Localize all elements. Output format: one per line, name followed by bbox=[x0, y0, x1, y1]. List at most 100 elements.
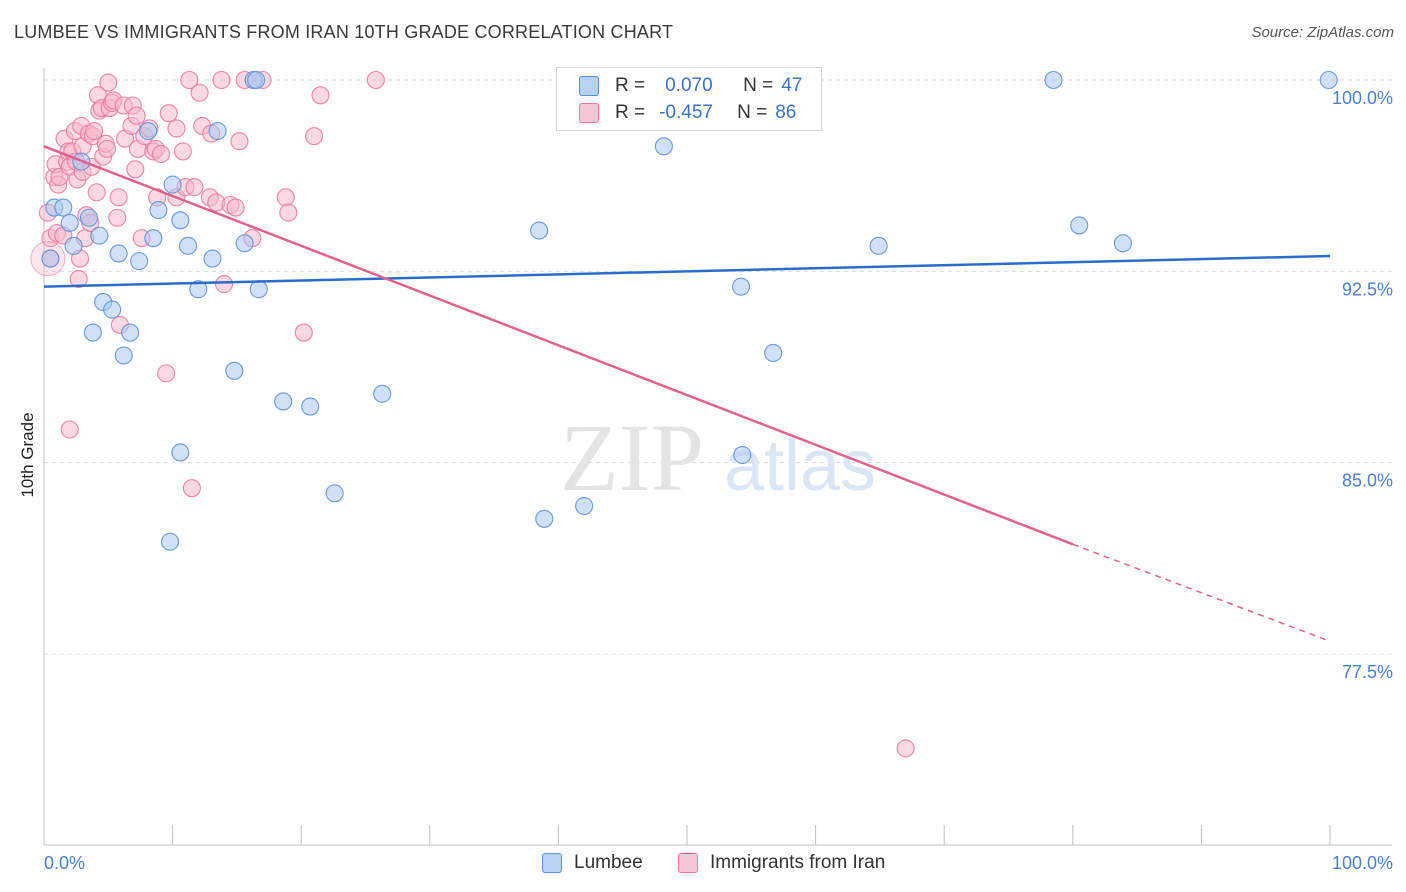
lumbee-point bbox=[64, 236, 83, 255]
y-tick-label: 85.0% bbox=[1342, 471, 1393, 491]
iran-point bbox=[87, 183, 106, 202]
iran-point bbox=[185, 178, 204, 197]
iran-r-value: -0.457 bbox=[659, 102, 713, 123]
lumbee-swatch-icon bbox=[579, 76, 599, 96]
iran-trend-line bbox=[43, 145, 1074, 546]
iran-point bbox=[276, 188, 295, 207]
n-label: N = bbox=[737, 102, 768, 123]
legend-row-iran: R = -0.457 N = 86 bbox=[579, 101, 796, 125]
lumbee-trend-line bbox=[43, 254, 1331, 288]
iran-point bbox=[311, 86, 330, 105]
lumbee-point bbox=[373, 384, 392, 403]
iran-n-value: 86 bbox=[775, 102, 797, 123]
iran-point bbox=[108, 208, 127, 227]
lumbee-point bbox=[1319, 70, 1338, 90]
legend-row-lumbee: R = 0.070 N = 47 bbox=[579, 74, 802, 98]
x-tick-label-start: 0.0% bbox=[44, 853, 85, 873]
lumbee-point bbox=[171, 211, 190, 230]
iran-point bbox=[151, 144, 171, 164]
stats-legend: R = 0.070 N = 47 R = -0.457 N = 86 bbox=[556, 67, 822, 131]
iran-point bbox=[279, 203, 298, 222]
series-lumbee-points bbox=[41, 70, 1338, 551]
lumbee-point bbox=[225, 361, 244, 380]
lumbee-point bbox=[249, 280, 268, 299]
tick-labels: 100.0% 92.5% 85.0% 77.5% 0.0% 100.0% bbox=[44, 88, 1393, 873]
y-tick-label: 77.5% bbox=[1342, 662, 1393, 682]
lumbee-point bbox=[149, 201, 168, 220]
iran-point bbox=[294, 323, 313, 342]
iran-point bbox=[190, 83, 209, 102]
lumbee-point bbox=[274, 392, 293, 411]
iran-point bbox=[182, 479, 201, 498]
lumbee-point bbox=[178, 236, 198, 255]
iran-point bbox=[180, 70, 199, 90]
lumbee-point bbox=[235, 234, 254, 253]
lumbee-point bbox=[139, 121, 158, 141]
iran-point bbox=[212, 70, 231, 90]
lumbee-point bbox=[731, 277, 751, 296]
n-label: N = bbox=[743, 75, 774, 96]
iran-point bbox=[97, 139, 117, 158]
iran-legend-icon bbox=[678, 853, 698, 873]
lumbee-point bbox=[79, 208, 99, 227]
iran-trend-extension bbox=[1072, 543, 1331, 642]
lumbee-point bbox=[208, 121, 227, 141]
r-label: R = bbox=[615, 102, 646, 123]
lumbee-legend-icon bbox=[542, 853, 562, 873]
iran-point bbox=[896, 739, 915, 758]
lumbee-point bbox=[144, 229, 163, 248]
lumbee-point bbox=[160, 532, 180, 551]
y-tick-label: 92.5% bbox=[1342, 279, 1393, 299]
source-label: Source: ZipAtlas.com bbox=[1251, 24, 1394, 41]
bottom-legend-iran: Immigrants from Iran bbox=[678, 852, 885, 874]
lumbee-point bbox=[325, 484, 344, 503]
lumbee-point bbox=[764, 343, 783, 363]
iran-point bbox=[126, 160, 145, 179]
lumbee-point bbox=[114, 346, 133, 365]
iran-point bbox=[99, 73, 118, 92]
chart-title: LUMBEE VS IMMIGRANTS FROM IRAN 10TH GRAD… bbox=[14, 22, 674, 42]
lumbee-point bbox=[530, 221, 549, 240]
lumbee-point bbox=[575, 496, 594, 516]
lumbee-point bbox=[1113, 234, 1133, 253]
y-axis-label: 10th Grade bbox=[18, 412, 37, 498]
r-label: R = bbox=[615, 75, 646, 96]
lumbee-point bbox=[163, 175, 182, 194]
iran-point bbox=[109, 188, 128, 207]
iran-point bbox=[214, 275, 234, 294]
lumbee-point bbox=[247, 70, 266, 90]
trend-lines bbox=[43, 145, 1331, 642]
iran-point bbox=[69, 269, 88, 289]
lumbee-point bbox=[90, 226, 109, 245]
lumbee-point bbox=[130, 252, 149, 271]
lumbee-n-value: 47 bbox=[781, 75, 803, 96]
x-tick-label-end: 100.0% bbox=[1332, 853, 1393, 873]
lumbee-point bbox=[121, 323, 140, 342]
lumbee-point bbox=[109, 244, 128, 263]
grid-lines bbox=[44, 79, 1392, 655]
lumbee-point bbox=[171, 443, 190, 462]
lumbee-point bbox=[1044, 70, 1063, 90]
axes bbox=[43, 68, 1392, 846]
lumbee-point bbox=[301, 397, 320, 416]
iran-point bbox=[167, 119, 186, 138]
iran-point bbox=[85, 121, 104, 141]
lumbee-point bbox=[1070, 216, 1089, 235]
iran-legend-label: Immigrants from Iran bbox=[710, 852, 886, 873]
y-tick-label: 100.0% bbox=[1332, 88, 1393, 108]
lumbee-point bbox=[203, 249, 222, 268]
lumbee-point bbox=[189, 280, 208, 299]
lumbee-legend-label: Lumbee bbox=[574, 852, 643, 873]
lumbee-point bbox=[535, 509, 554, 528]
iran-swatch-icon bbox=[579, 103, 599, 123]
watermark-zip: ZIP bbox=[560, 404, 704, 511]
iran-point bbox=[60, 420, 79, 439]
iran-point bbox=[127, 106, 146, 125]
lumbee-point bbox=[60, 213, 79, 232]
iran-point bbox=[159, 104, 178, 123]
iran-point bbox=[226, 198, 245, 217]
lumbee-point bbox=[41, 249, 60, 268]
lumbee-point bbox=[103, 300, 122, 319]
lumbee-point bbox=[83, 323, 102, 342]
